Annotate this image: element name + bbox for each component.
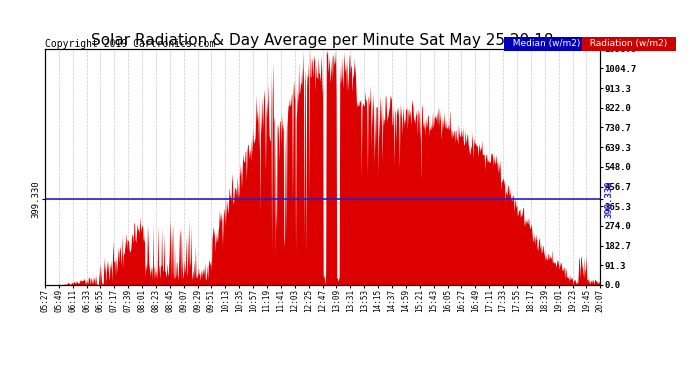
Text: Median (w/m2): Median (w/m2)	[507, 39, 586, 48]
Text: Radiation (w/m2): Radiation (w/m2)	[584, 39, 673, 48]
Text: Copyright 2019 Cartronics.com: Copyright 2019 Cartronics.com	[45, 39, 215, 50]
Title: Solar Radiation & Day Average per Minute Sat May 25 20:18: Solar Radiation & Day Average per Minute…	[91, 33, 554, 48]
